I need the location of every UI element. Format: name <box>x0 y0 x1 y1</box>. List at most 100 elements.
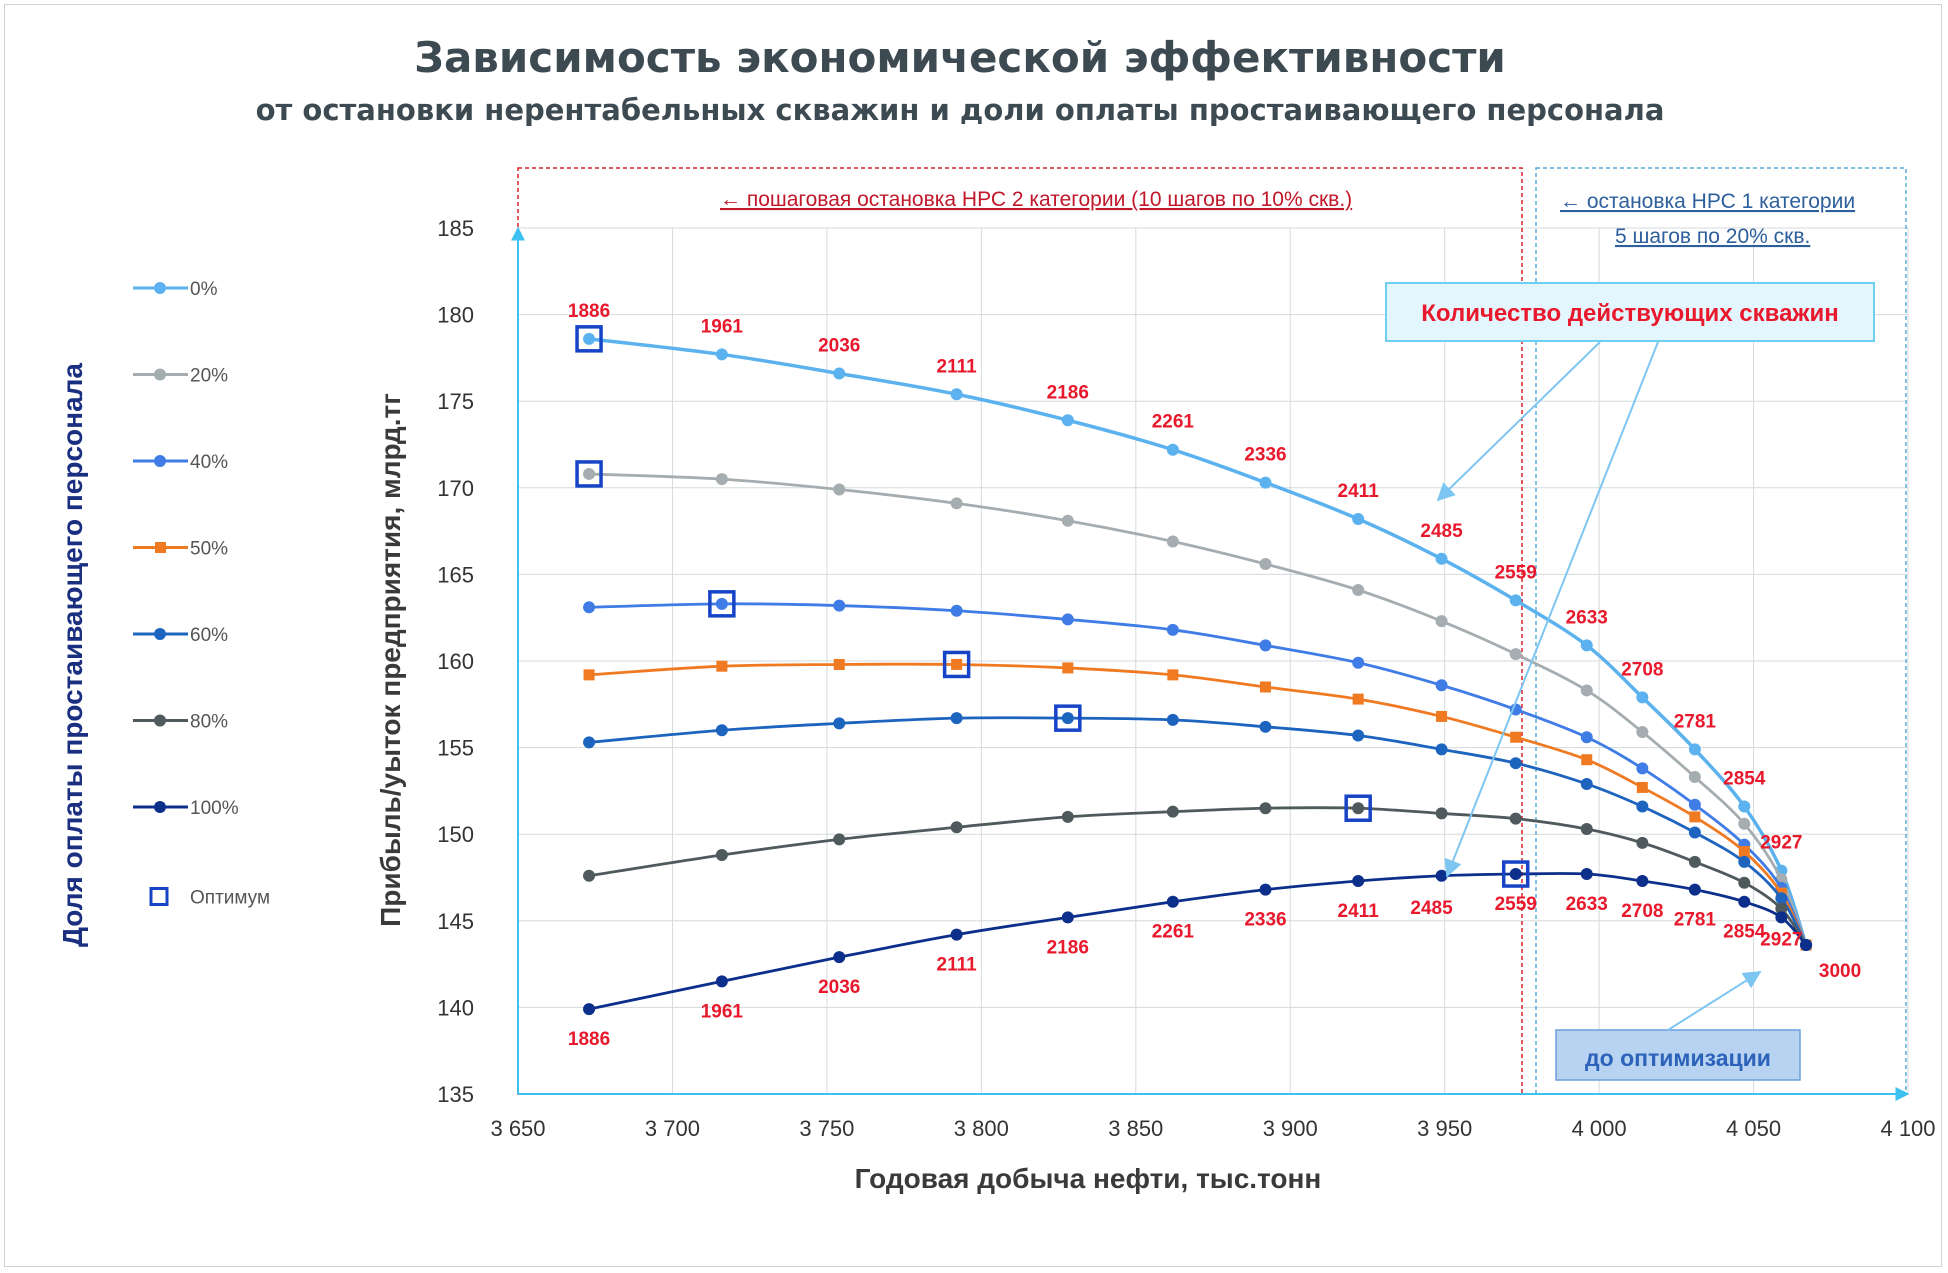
data-point-100pct <box>950 928 963 941</box>
data-point-60pct <box>715 724 728 737</box>
data-point-50pct <box>1260 681 1272 693</box>
legend-label-0pct: 0% <box>190 279 218 300</box>
well-count-label-top: 2036 <box>818 335 860 356</box>
data-point-0pct <box>950 388 963 401</box>
data-point-60pct <box>1259 720 1272 733</box>
data-point-40pct <box>833 599 846 612</box>
legend-marker-80pct <box>154 714 166 727</box>
chart-frame <box>4 4 1942 1267</box>
data-point-0pct <box>833 367 846 380</box>
data-point-40pct <box>1580 731 1593 744</box>
data-point-60pct <box>1509 757 1522 770</box>
data-point-50pct <box>1636 781 1648 793</box>
data-point-100pct <box>1259 883 1272 896</box>
data-point-50pct <box>1510 731 1522 743</box>
data-point-100pct <box>833 951 846 964</box>
well-count-label-top: 2927 <box>1760 833 1802 854</box>
series-line-80pct <box>588 806 1808 946</box>
well-count-label-bottom: 2633 <box>1566 894 1608 915</box>
legend-label-20pct: 20% <box>190 366 228 387</box>
data-point-80pct <box>1688 855 1701 868</box>
data-point-50pct <box>1581 754 1593 766</box>
series-layer <box>583 332 1813 1016</box>
x-tick-label: 4 050 <box>1726 1116 1781 1141</box>
x-tick-label: 3 900 <box>1263 1116 1318 1141</box>
well-count-label-top: 1886 <box>568 301 610 322</box>
wells-callout-text: Количество действующих скважин <box>1421 300 1838 327</box>
well-count-label-bottom: 2336 <box>1244 910 1286 931</box>
y-tick-label: 160 <box>437 649 474 674</box>
well-count-label-top: 2633 <box>1566 607 1608 628</box>
data-point-0pct <box>1061 414 1074 427</box>
data-point-0pct <box>1636 691 1649 704</box>
data-point-60pct <box>1738 855 1751 868</box>
data-point-40pct <box>1636 762 1649 775</box>
data-point-50pct <box>1436 710 1448 722</box>
data-point-20pct <box>1636 726 1649 739</box>
chart-subtitle: от остановки нерентабельных скважин и до… <box>256 93 1665 127</box>
data-point-50pct <box>1689 811 1701 823</box>
well-count-label-bottom: 2485 <box>1410 898 1453 919</box>
data-point-80pct <box>1259 802 1272 815</box>
chart-title: Зависимость экономической эффективности <box>414 33 1506 82</box>
data-point-20pct <box>833 483 846 496</box>
optimum-marker <box>1501 860 1530 888</box>
data-point-0pct <box>583 332 596 345</box>
well-count-label-bottom: 1886 <box>568 1029 610 1050</box>
data-point-40pct <box>1352 656 1365 669</box>
legend-marker-60pct <box>154 628 166 640</box>
region-nrs2-label: ← пошаговая остановка НРС 2 категории (1… <box>720 188 1352 211</box>
well-count-label-bottom: 2411 <box>1338 901 1380 922</box>
data-point-100pct <box>1166 895 1179 908</box>
data-point-100pct <box>1580 868 1593 881</box>
data-point-50pct <box>1062 662 1074 674</box>
y-tick-label: 140 <box>437 995 474 1020</box>
well-count-label-top: 2781 <box>1674 711 1717 732</box>
well-count-label-top: 2261 <box>1152 412 1195 433</box>
data-point-0pct <box>1509 594 1522 607</box>
optimum-marker <box>1344 794 1372 822</box>
x-tick-label: 3 750 <box>799 1116 854 1141</box>
series-line-100pct <box>588 872 1808 1011</box>
well-count-label-top: 1961 <box>701 316 744 337</box>
y-tick-label: 150 <box>437 822 474 847</box>
well-count-label-top: 2708 <box>1621 659 1663 680</box>
data-point-60pct <box>1352 729 1365 742</box>
data-point-20pct <box>1061 514 1074 527</box>
data-point-0pct <box>1738 800 1751 813</box>
y-tick-label: 165 <box>437 562 474 587</box>
data-point-80pct <box>1738 876 1751 889</box>
data-point-20pct <box>1435 615 1448 628</box>
data-point-80pct <box>1775 902 1788 915</box>
data-point-60pct <box>1580 777 1593 790</box>
data-point-40pct <box>1435 679 1448 692</box>
data-point-20pct <box>583 467 596 480</box>
y-tick-label: 145 <box>437 909 474 934</box>
region-nrs2-box <box>517 167 1523 1095</box>
data-point-100pct <box>1352 874 1365 887</box>
data-point-50pct <box>716 660 728 672</box>
data-point-20pct <box>715 473 728 486</box>
data-point-40pct <box>715 597 728 610</box>
data-point-100pct <box>1800 939 1813 952</box>
series-line-20pct <box>588 472 1808 946</box>
data-point-100pct <box>1738 895 1751 908</box>
data-point-20pct <box>1688 771 1701 784</box>
optimum-marker <box>1054 704 1082 732</box>
wells-arrow-bottom <box>1444 341 1659 878</box>
well-count-labels: 1886 1961 2036 2111 2186 2261 2336 2411 2485 2559… <box>568 301 1861 1050</box>
data-point-60pct <box>950 712 963 725</box>
x-tick-label: 4 100 <box>1880 1116 1935 1141</box>
legend-marker-100pct <box>154 801 166 813</box>
data-point-40pct <box>950 604 963 617</box>
data-point-0pct <box>1688 743 1701 756</box>
well-count-label-bottom: 2559 <box>1495 894 1537 915</box>
legend-label-optimum: Оптимум <box>190 888 270 909</box>
data-point-0pct <box>1166 443 1179 456</box>
well-count-label-top: 2111 <box>937 356 978 377</box>
data-point-40pct <box>1259 639 1272 652</box>
x-tick-label: 3 700 <box>645 1116 700 1141</box>
series-line-40pct <box>589 602 1808 946</box>
data-point-80pct <box>1580 823 1593 836</box>
